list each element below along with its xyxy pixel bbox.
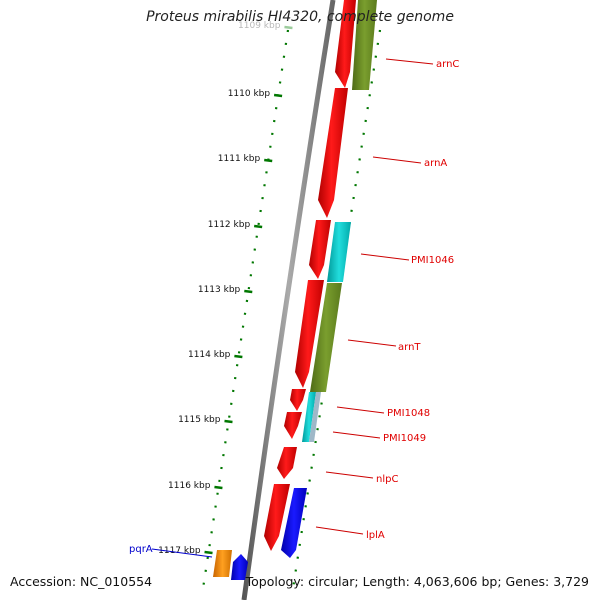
gene-label-pqrA[interactable]: pqrA (129, 544, 153, 555)
PMI1046-gene-block[interactable] (309, 220, 331, 279)
gene-label-arnC[interactable]: arnC (436, 59, 459, 70)
gene-label-nlpC[interactable]: nlpC (376, 474, 398, 485)
lplA-blue-block[interactable] (281, 488, 307, 558)
tick-label: 1114 kbp (188, 350, 231, 360)
tick-mark (234, 354, 243, 359)
tick-label: 1115 kbp (178, 415, 221, 425)
label-leader-lines (151, 58, 434, 558)
tick-mark (204, 550, 213, 555)
tick-mark (254, 224, 263, 229)
tick-mark (244, 289, 253, 294)
tick-label: 1110 kbp (228, 89, 271, 99)
genome-backbone (241, 0, 336, 600)
arnA-leader-line (372, 156, 422, 164)
arnC-gene-block[interactable] (335, 0, 356, 88)
tick-label: 1109 kbp (238, 21, 281, 31)
arnC-leader-line (385, 58, 434, 65)
tick-label: 1117 kbp (158, 546, 201, 556)
arnA-gene-block[interactable] (318, 88, 348, 218)
PMI1049-gene-block[interactable] (284, 412, 302, 439)
PMI1049-leader-line (332, 431, 381, 439)
tick-mark (264, 158, 273, 163)
tick-label: 1116 kbp (168, 481, 211, 491)
tick-label: 1113 kbp (198, 285, 241, 295)
PMI1046-leader-line (360, 253, 410, 261)
tick-layer: 1109 kbp 1110 kbp 1111 kbp 1112 kbp 1113 kbp… (158, 21, 293, 556)
gene-label-lplA[interactable]: lplA (366, 530, 385, 541)
PMI1048-cyan-block[interactable] (302, 392, 316, 442)
nlpC-leader-line (325, 471, 374, 479)
lplA-leader-line (315, 526, 364, 535)
tick-mark (284, 25, 293, 30)
PMI1049-grey-block[interactable] (309, 392, 321, 442)
gene-labels: arnC arnA PMI1046 arnT PMI1048 PMI1049 n… (129, 59, 459, 555)
accession-text: Accession: NC_010554 (10, 574, 153, 589)
pqrA-leader-line (151, 548, 213, 558)
arnT-olive-block[interactable] (310, 283, 342, 392)
arnC-olive-block[interactable] (352, 0, 377, 90)
nlpC-gene-block[interactable] (277, 447, 297, 479)
gene-label-arnT[interactable]: arnT (398, 342, 421, 353)
tick-label: 1112 kbp (208, 220, 251, 230)
arnT-gene-block[interactable] (295, 280, 324, 388)
tick-label: 1111 kbp (218, 154, 261, 164)
arnT-leader-line (347, 339, 397, 347)
gene-label-PMI1049[interactable]: PMI1049 (383, 433, 426, 444)
tick-mark (224, 419, 233, 424)
pqrA-blue-block[interactable] (231, 554, 248, 580)
gene-label-PMI1046[interactable]: PMI1046 (411, 255, 454, 266)
tick-mark (214, 485, 223, 490)
PMI1046-cyan-block[interactable] (327, 222, 351, 282)
lplA-gene-block[interactable] (264, 484, 290, 551)
topology-text: Topology: circular; Length: 4,063,606 bp… (245, 574, 589, 589)
PMI1048-gene-block[interactable] (290, 389, 306, 411)
gene-label-PMI1048[interactable]: PMI1048 (387, 408, 430, 419)
feature-blocks (213, 0, 377, 580)
PMI1048-leader-line (336, 406, 385, 414)
map-title: Proteus mirabilis HI4320, complete genom… (146, 9, 454, 25)
gene-label-arnA[interactable]: arnA (424, 158, 447, 169)
pqrA-orange-block[interactable] (213, 550, 232, 577)
tick-mark (273, 93, 283, 98)
inner-tick-ring (200, 29, 290, 596)
